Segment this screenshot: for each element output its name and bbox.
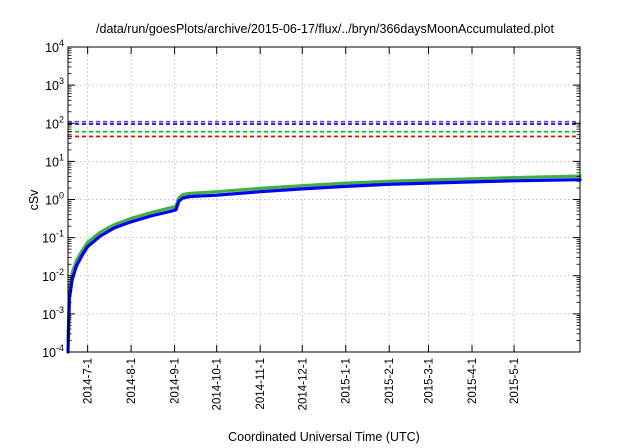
x-tick-label: 2015-1-1 <box>341 358 353 404</box>
x-tick-label: 2015-4-1 <box>467 358 479 404</box>
y-axis-label: cSv <box>27 189 41 211</box>
series-lines <box>66 174 582 354</box>
y-tick-label: 10-4 <box>42 343 64 360</box>
y-tick-label: 102 <box>45 114 64 131</box>
x-tick-label: 2015-3-1 <box>424 358 436 404</box>
y-tick-label: 104 <box>45 38 64 55</box>
x-tick-label: 2015-2-1 <box>384 358 396 404</box>
x-tick-label: 2015-5-1 <box>509 358 521 404</box>
x-tick-label: 2014-11-1 <box>255 358 267 410</box>
grid <box>68 47 580 352</box>
y-tick-label: 100 <box>45 191 64 208</box>
y-tick-label: 10-3 <box>42 305 64 322</box>
x-tick-label: 2014-12-1 <box>297 358 309 410</box>
x-tick-label: 2014-10-1 <box>212 358 224 410</box>
y-tick-label: 10-1 <box>42 229 64 246</box>
x-axis-label: Coordinated Universal Time (UTC) <box>228 430 420 444</box>
y-axis: 10-4 10-3 10-2 10-1 100 101 102 103 104 <box>42 38 580 360</box>
y-tick-label: 101 <box>45 152 64 169</box>
series-line <box>66 178 582 354</box>
series-line <box>66 174 582 343</box>
y-tick-label: 103 <box>45 76 64 93</box>
x-axis: 2014-7-1 2014-8-1 2014-9-1 2014-10-1 2014-11… <box>83 47 521 410</box>
x-tick-label: 2014-7-1 <box>83 358 95 404</box>
x-tick-label: 2014-8-1 <box>126 358 138 404</box>
reference-lines <box>68 120 580 138</box>
x-tick-label: 2014-9-1 <box>170 358 182 404</box>
chart-title: /data/run/goesPlots/archive/2015-06-17/f… <box>96 22 554 36</box>
y-tick-label: 10-2 <box>42 267 64 284</box>
